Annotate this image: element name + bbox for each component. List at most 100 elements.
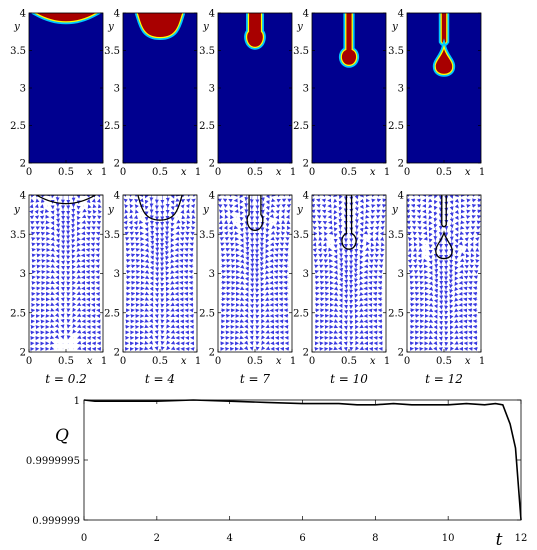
velocity-arrow — [228, 198, 233, 203]
velocity-arrow — [50, 269, 55, 274]
velocity-arrow — [130, 247, 136, 252]
x-tick-label: 0.5 — [341, 167, 357, 178]
y-tick-label: 4 — [398, 9, 404, 20]
velocity-arrow — [76, 221, 81, 226]
x-tick-label: 1 — [479, 356, 485, 367]
velocity-arrow — [273, 269, 279, 274]
velocity-arrow — [144, 264, 150, 269]
velocity-arrow — [125, 242, 130, 247]
velocity-arrow — [186, 220, 191, 225]
velocity-arrow — [50, 264, 55, 268]
velocity-arrow — [220, 297, 226, 302]
time-label: t = 10 — [330, 372, 368, 386]
velocity-arrow — [244, 335, 249, 340]
velocity-arrow — [260, 260, 264, 267]
y-tick-label: 4 — [209, 191, 215, 202]
velocity-arrow — [261, 324, 265, 329]
velocity-arrow — [95, 231, 101, 236]
velocity-arrow — [170, 291, 175, 296]
velocity-arrow — [245, 276, 249, 282]
velocity-arrow — [265, 329, 270, 334]
velocity-arrow — [125, 269, 131, 274]
velocity-arrow — [135, 269, 141, 274]
velocity-arrow — [170, 205, 175, 211]
velocity-arrow — [128, 220, 133, 225]
velocity-arrow — [224, 214, 229, 219]
velocity-arrow — [260, 271, 265, 277]
velocity-background — [218, 195, 292, 352]
velocity-dot — [73, 337, 74, 339]
velocity-arrow — [220, 269, 227, 274]
y-tick-label: 3 — [114, 84, 120, 95]
velocity-arrow — [264, 280, 270, 285]
velocity-arrow — [239, 302, 245, 307]
plot-frame — [83, 399, 522, 521]
x-tick-label: 1 — [384, 167, 390, 178]
velocity-arrow — [265, 324, 270, 329]
velocity-arrow — [150, 260, 154, 266]
velocity-arrow — [95, 258, 100, 263]
velocity-arrow — [131, 269, 136, 274]
velocity-dot — [57, 348, 59, 350]
velocity-arrow — [179, 253, 184, 258]
velocity-arrow — [226, 269, 231, 274]
velocity-arrow — [265, 308, 270, 312]
x-tick-label: 1 — [101, 167, 107, 178]
velocity-arrow — [190, 231, 195, 236]
velocity-arrow — [125, 286, 131, 291]
y-tick-label: 4 — [209, 9, 215, 20]
velocity-dot — [73, 348, 74, 350]
y-tick-label: 2 — [20, 159, 26, 170]
y-tick-label: 3 — [209, 269, 215, 280]
y-tick-label: 2 — [20, 348, 26, 359]
velocity-arrow — [239, 205, 244, 210]
velocity-arrow — [128, 198, 134, 203]
velocity-arrow — [220, 242, 225, 247]
velocity-arrow — [245, 255, 250, 261]
velocity-arrow — [165, 244, 170, 251]
y-tick-label: 2.5 — [388, 308, 404, 319]
y-tick-label: 0.9999995 — [26, 456, 80, 467]
y-tick-label: 3 — [20, 84, 26, 95]
velocity-arrow — [218, 209, 224, 214]
velocity-arrow — [56, 233, 60, 238]
velocity-arrow — [144, 242, 149, 248]
velocity-arrow — [226, 258, 231, 263]
velocity-arrow — [220, 264, 226, 269]
velocity-arrow — [225, 242, 230, 247]
velocity-arrow — [40, 231, 46, 236]
velocity-arrow — [131, 258, 136, 263]
velocity-arrow — [166, 313, 170, 318]
velocity-arrow — [240, 275, 245, 280]
velocity-arrow — [90, 253, 95, 258]
velocity-arrow — [170, 259, 175, 264]
velocity-arrow — [170, 227, 175, 233]
velocity-arrow — [35, 226, 41, 231]
velocity-arrow — [276, 204, 281, 209]
velocity-arrow — [35, 220, 40, 225]
velocity-arrow — [149, 329, 154, 334]
velocity-arrow — [273, 275, 279, 280]
velocity-arrow — [144, 237, 149, 243]
velocity-arrow — [76, 258, 81, 263]
velocity-arrow — [183, 275, 189, 280]
velocity-arrow — [71, 254, 76, 259]
y-axis-label: y — [296, 22, 303, 33]
velocity-arrow — [224, 236, 230, 241]
velocity-arrow — [170, 269, 175, 274]
velocity-arrow — [170, 318, 175, 323]
x-axis-label: x — [87, 167, 93, 178]
velocity-arrow — [244, 297, 249, 303]
velocity-arrow — [95, 248, 100, 252]
velocity-arrow — [144, 248, 150, 253]
x-tick-label: 0 — [26, 167, 32, 178]
velocity-arrow — [166, 329, 171, 334]
y-tick-label: 2.5 — [293, 308, 309, 319]
velocity-arrow — [86, 215, 92, 220]
x-tick-label: 0.5 — [58, 356, 74, 367]
velocity-arrow — [239, 211, 244, 216]
velocity-arrow — [229, 231, 234, 236]
velocity-arrow — [275, 209, 280, 214]
velocity-arrow — [261, 340, 266, 345]
velocity-arrow — [220, 280, 227, 285]
